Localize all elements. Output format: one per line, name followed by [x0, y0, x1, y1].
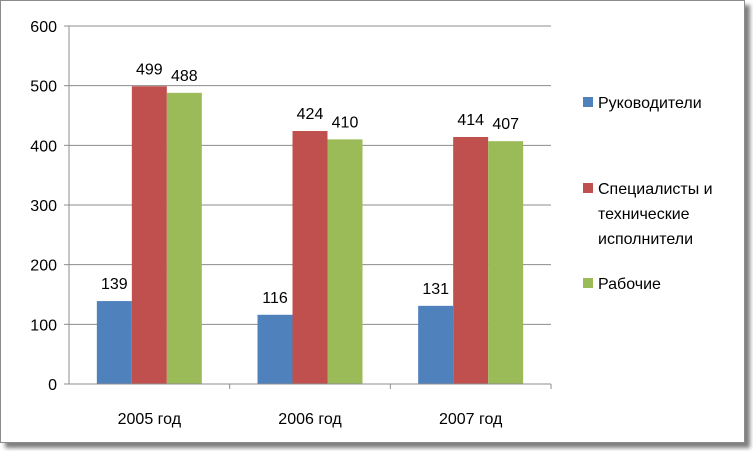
legend-label: Руководители — [598, 95, 702, 112]
legend-label: исполнители — [598, 231, 693, 248]
legend-item: Специалисты и технические исполнители — [583, 181, 713, 248]
legend-swatch — [583, 278, 593, 288]
y-tick-label: 400 — [30, 138, 57, 155]
axes — [68, 26, 551, 385]
legend: Руководители Специалисты и технические испо… — [583, 95, 713, 293]
data-label: 131 — [422, 281, 449, 298]
bar — [327, 139, 363, 384]
y-tick-label: 300 — [30, 198, 57, 215]
x-category-label: 2006 год — [278, 411, 342, 428]
bar — [257, 314, 293, 384]
x-axis-categories: 2005 год 2006 год 2007 год — [118, 384, 552, 428]
legend-item: Руководители — [583, 95, 702, 112]
bar — [96, 301, 132, 384]
bars — [96, 86, 524, 385]
data-label: 424 — [297, 106, 324, 123]
legend-label: Специалисты и — [598, 181, 713, 198]
x-category-label: 2007 год — [439, 411, 503, 428]
bar — [418, 305, 454, 384]
bar — [166, 92, 202, 385]
data-label: 499 — [136, 61, 163, 78]
data-label: 414 — [457, 112, 484, 129]
chart-frame: 0 100 200 300 400 500 600 139 499 488 116 424 410 13… — [0, 0, 745, 443]
data-label: 410 — [332, 114, 359, 131]
y-axis-ticks: 0 100 200 300 400 500 600 — [30, 19, 69, 394]
bar — [131, 86, 167, 384]
legend-swatch — [583, 183, 593, 193]
data-label: 139 — [101, 276, 128, 293]
y-tick-label: 200 — [30, 258, 57, 275]
legend-label: Рабочие — [598, 276, 661, 293]
bar — [292, 131, 328, 384]
data-label: 407 — [492, 116, 519, 133]
bar — [488, 141, 524, 384]
x-category-label: 2005 год — [118, 411, 182, 428]
legend-swatch — [583, 97, 593, 107]
y-tick-label: 100 — [30, 317, 57, 334]
y-tick-label: 600 — [30, 19, 57, 36]
bar — [453, 136, 489, 384]
legend-label: технические — [598, 206, 690, 223]
legend-item: Рабочие — [583, 276, 661, 293]
data-label: 488 — [171, 68, 198, 85]
data-labels: 139 499 488 116 424 410 131 414 407 — [101, 61, 519, 307]
y-tick-label: 0 — [48, 377, 57, 394]
data-label: 116 — [262, 290, 288, 307]
y-tick-label: 500 — [30, 79, 57, 96]
